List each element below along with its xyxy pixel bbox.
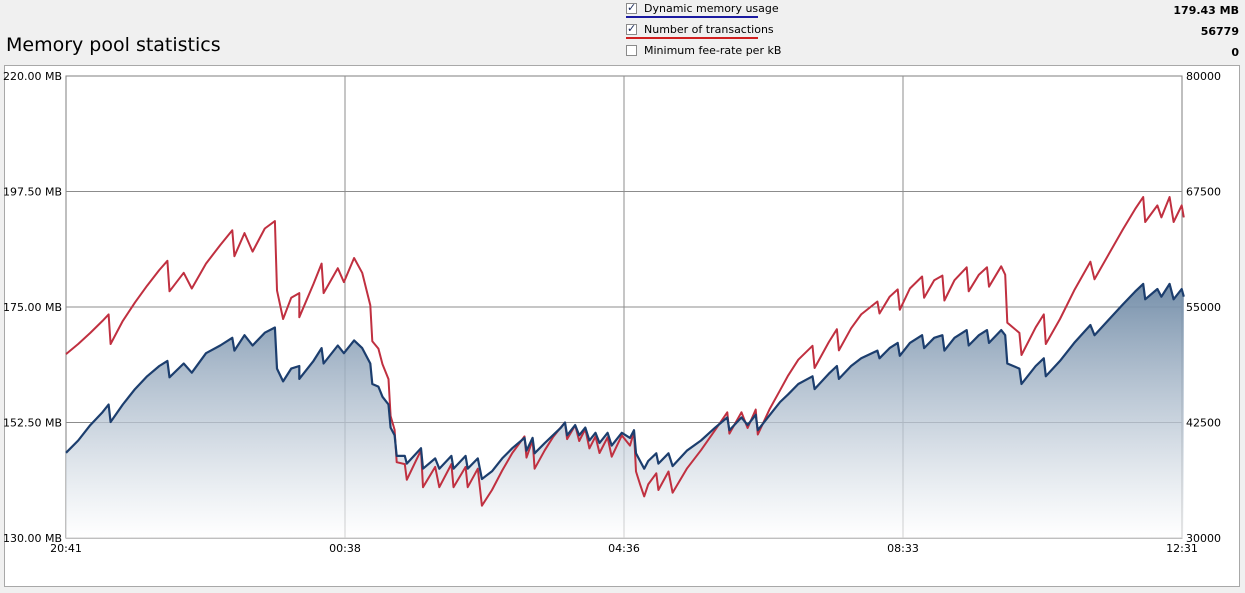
readout-dynamic-memory: 179.43 MB <box>1173 4 1239 17</box>
x-tick-label: 20:41 <box>50 542 82 555</box>
x-tick-label: 08:33 <box>887 542 919 555</box>
checkbox-dynamic-memory[interactable] <box>626 1 637 14</box>
legend-underline-dynamic-memory <box>626 16 758 18</box>
x-tick-label: 12:31 <box>1166 542 1198 555</box>
legend-label-dynamic-memory: Dynamic memory usage <box>644 2 779 15</box>
readout-min-fee: 0 <box>1231 46 1239 59</box>
y-left-tick-label: 197.50 MB <box>3 186 62 199</box>
y-left-tick-label: 175.00 MB <box>3 301 62 314</box>
checkbox-transactions[interactable] <box>626 22 637 35</box>
y-right-tick-label: 42500 <box>1186 417 1221 430</box>
series-area-memory <box>66 283 1184 538</box>
series-line-transactions <box>65 196 1185 507</box>
series-line-memory <box>65 282 1185 481</box>
y-right-tick-label: 55000 <box>1186 301 1221 314</box>
legend-label-transactions: Number of transactions <box>644 23 774 36</box>
checkbox-min-fee[interactable] <box>626 45 637 56</box>
y-left-tick-label: 152.50 MB <box>3 417 62 430</box>
y-left-tick-label: 130.00 MB <box>3 532 62 545</box>
page-title: Memory pool statistics <box>6 34 221 56</box>
x-tick-label: 00:38 <box>329 542 361 555</box>
y-right-tick-label: 30000 <box>1186 532 1221 545</box>
legend-label-min-fee: Minimum fee-rate per kB <box>644 44 782 57</box>
y-right-tick-label: 80000 <box>1186 70 1221 83</box>
y-right-tick-label: 67500 <box>1186 186 1221 199</box>
y-left-tick-label: 220.00 MB <box>3 70 62 83</box>
x-tick-label: 04:36 <box>608 542 640 555</box>
readout-transactions: 56779 <box>1200 25 1239 38</box>
legend-underline-transactions <box>626 37 758 39</box>
